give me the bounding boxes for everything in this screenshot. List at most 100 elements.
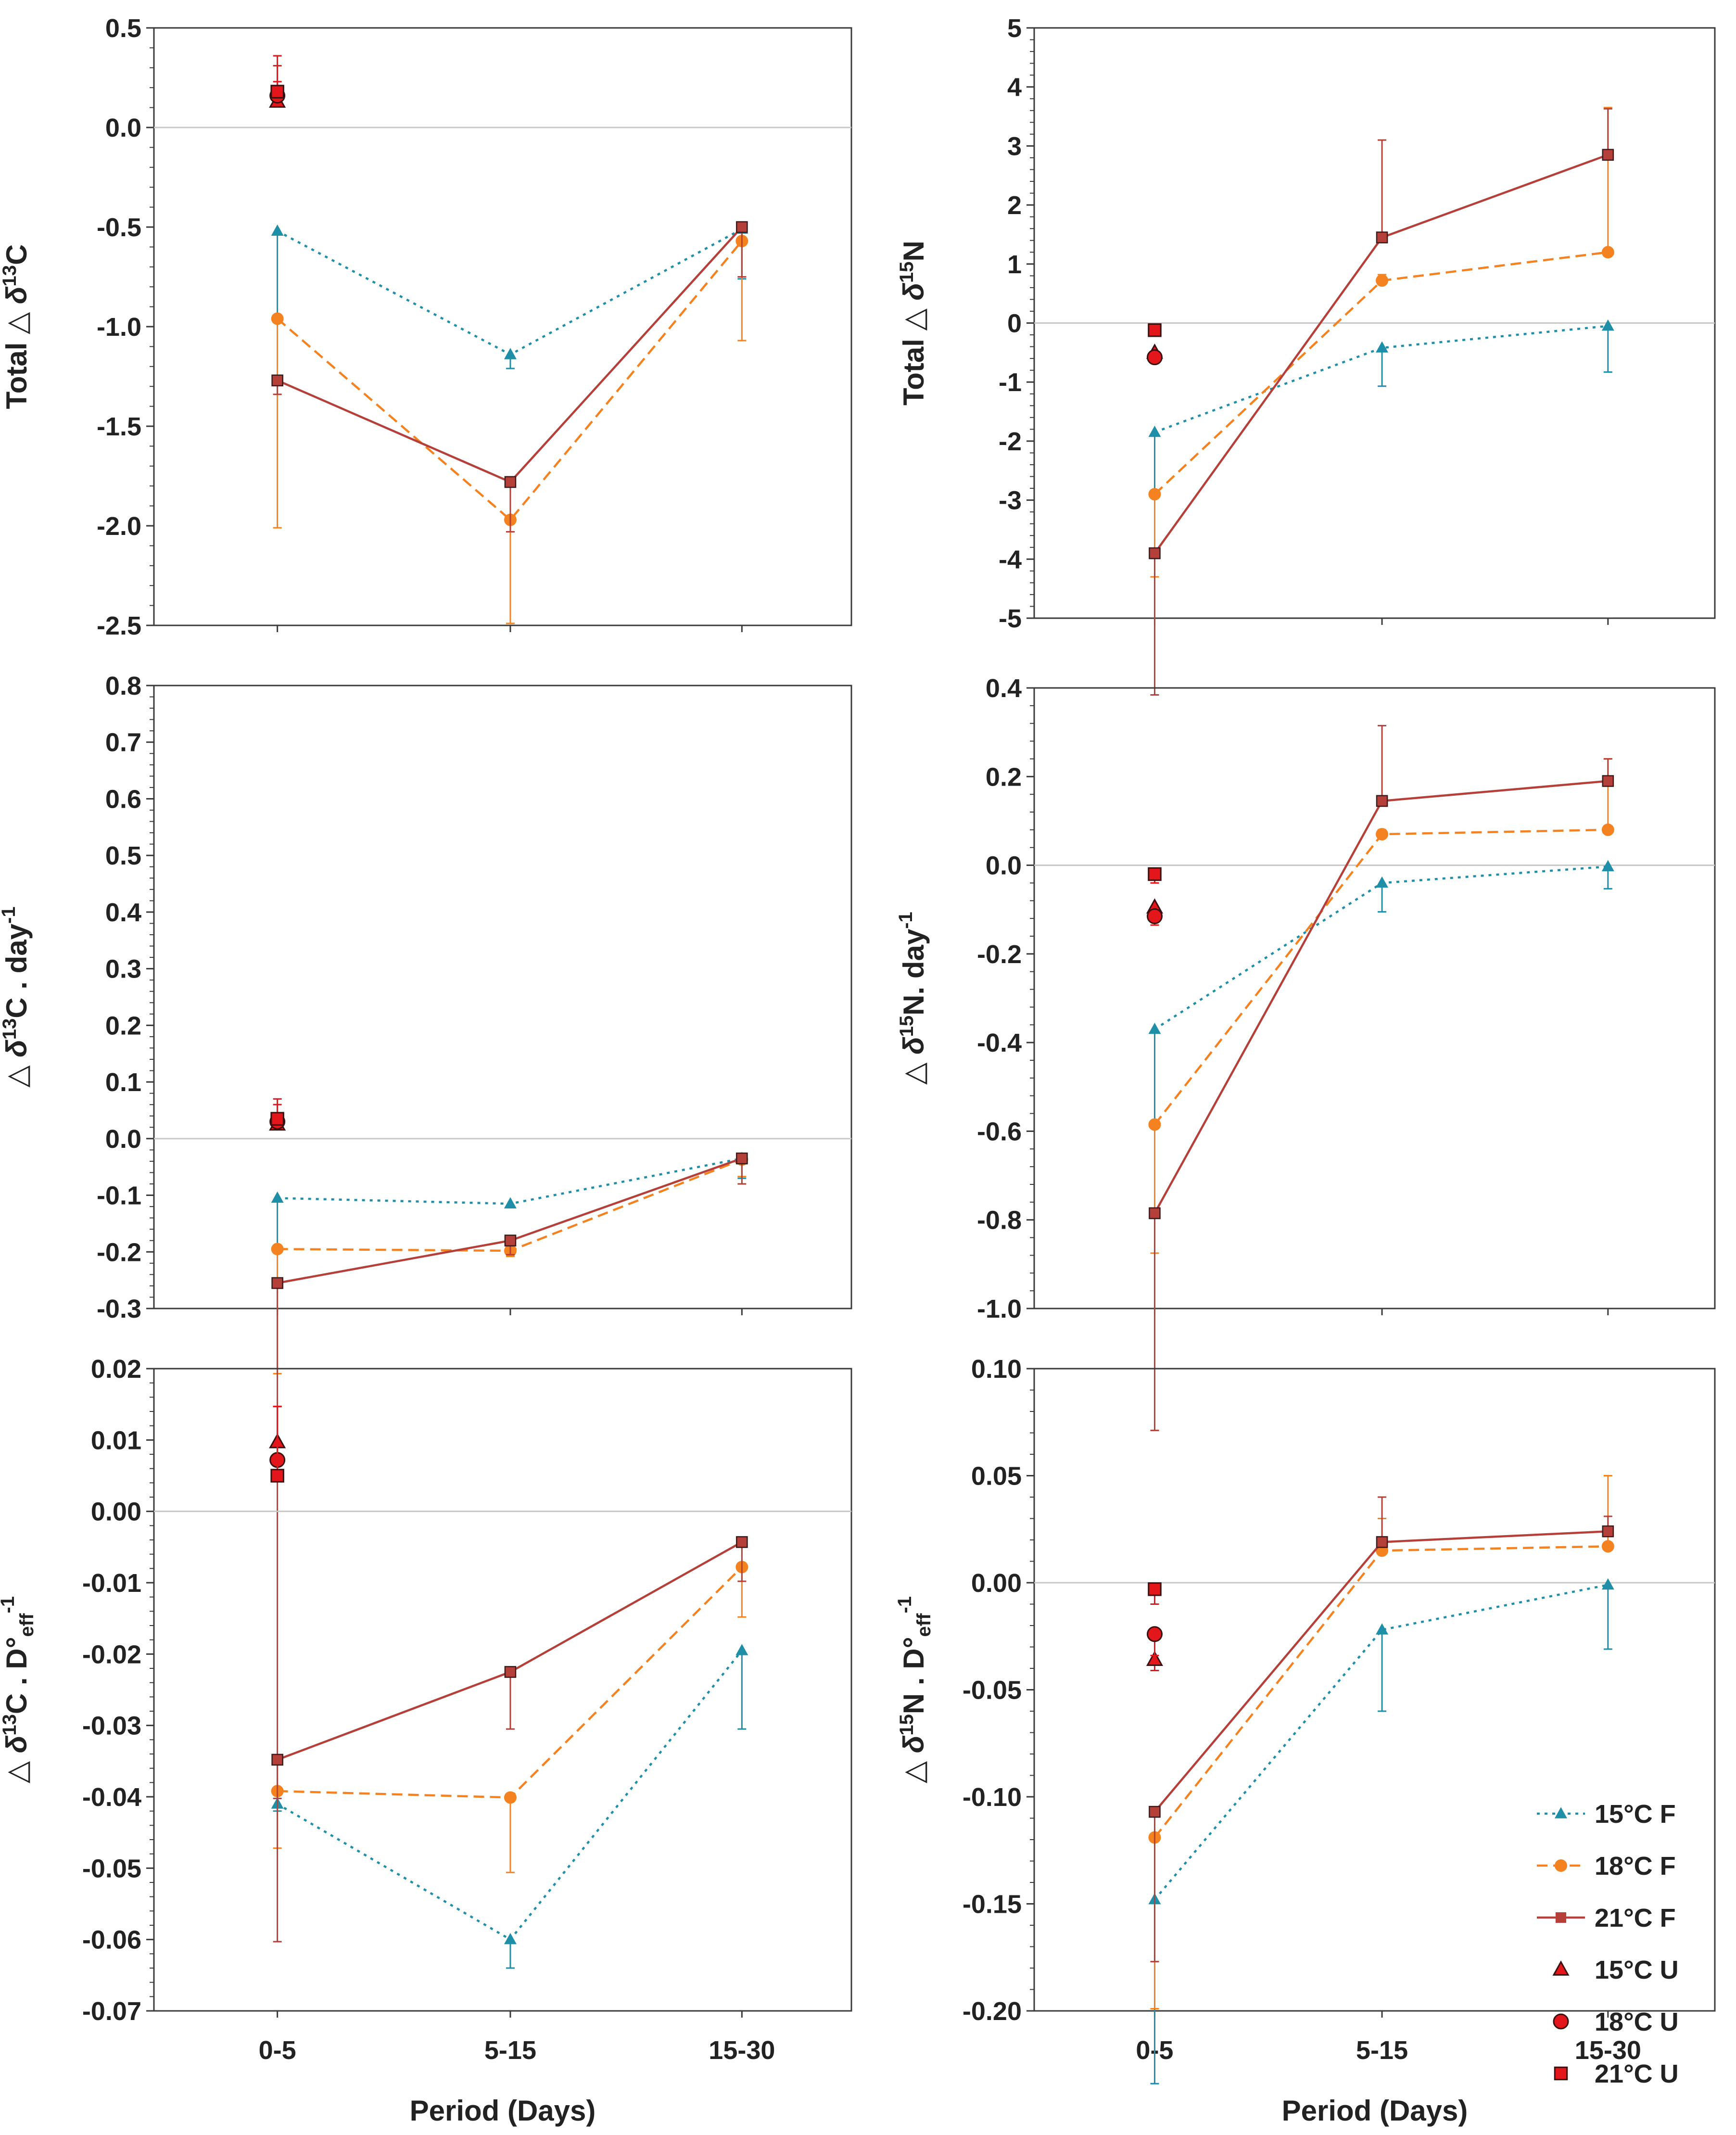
data-point-15F	[1376, 876, 1389, 888]
data-point-18F	[271, 1243, 284, 1256]
series-21U	[270, 1406, 284, 1483]
data-point-15F	[1601, 1578, 1614, 1590]
y-tick-label: -0.2	[97, 1238, 141, 1267]
data-point-21F	[1376, 1536, 1388, 1548]
y-tick-label: -0.3	[97, 1295, 141, 1323]
data-point-21U	[1148, 323, 1162, 337]
series-21U	[1148, 867, 1162, 884]
series-15F	[271, 1644, 748, 1969]
data-point-21F	[271, 1277, 283, 1289]
y-tick-label: -0.20	[963, 1997, 1022, 2026]
y-title-delta: δ	[0, 1040, 33, 1057]
plot-area-frame	[153, 685, 852, 1309]
y-title-suffix: N	[898, 241, 930, 261]
series-line-18F	[1153, 828, 1608, 1125]
y-tick-label: -0.10	[963, 1783, 1022, 1812]
legend-label-21F: 21°C F	[1595, 1904, 1676, 1932]
series-15U	[1146, 1651, 1164, 1671]
data-point-15F	[271, 224, 284, 236]
y-tick-label: -0.06	[82, 1926, 141, 1955]
series-line-15F	[277, 228, 743, 356]
y-tick-label: -0.01	[82, 1569, 141, 1598]
y-title-isotope-sup: 13	[0, 265, 20, 287]
y-tick-label: -0.4	[977, 1029, 1022, 1057]
series-15F	[1148, 860, 1614, 1126]
y-tick-label: -1	[999, 368, 1022, 397]
data-point-15F	[735, 1644, 748, 1655]
data-point-21F	[736, 221, 748, 233]
data-point-21U	[1148, 1582, 1162, 1596]
data-point-21F	[1376, 795, 1388, 807]
y-title-isotope-sup: 15	[896, 1016, 917, 1037]
y-tick-label: 0.0	[986, 851, 1022, 880]
y-tick-label: 0.1	[105, 1068, 141, 1097]
y-tick-label: 0.10	[971, 1355, 1022, 1384]
y-tick-label: -0.2	[977, 940, 1022, 969]
data-point-15F	[1601, 860, 1614, 872]
y-title-prefix: △	[898, 1753, 930, 1783]
series-18F	[271, 1153, 748, 1374]
data-point-21F	[1602, 775, 1614, 787]
y-tick-label: -2.0	[97, 512, 141, 541]
y-title-sub: eff	[16, 1613, 38, 1637]
series-21U	[270, 55, 284, 99]
y-title-suffix: N. day	[898, 928, 930, 1016]
y-tick-label: 0.01	[91, 1426, 141, 1455]
series-21F	[1149, 724, 1614, 1431]
y-tick-label: 0.02	[91, 1355, 141, 1384]
data-point-15F	[504, 1197, 517, 1208]
y-axis-title: △ δ13C . D°eff-1	[0, 1596, 38, 1783]
chart-n15-total: -5 -4 -3 -2 -1 0 1 2 3 4 5 Total △ δ15N	[896, 14, 1716, 696]
y-title-suffix: C . day	[0, 923, 33, 1018]
y-tick-label: 0.05	[971, 1462, 1022, 1491]
y-tick-label: -2.5	[97, 611, 141, 640]
y-tick-label: -1.0	[977, 1295, 1022, 1323]
data-point-21F	[1149, 547, 1161, 559]
y-tick-label: 0.00	[91, 1498, 141, 1526]
y-tick-label: -0.03	[82, 1712, 141, 1741]
y-tick-label: -3	[999, 486, 1022, 515]
y-title-exponent: -1	[0, 1596, 18, 1614]
data-point-21F	[504, 476, 517, 488]
x-tick-label: 15-30	[709, 2036, 775, 2065]
y-tick-label: 2	[1007, 191, 1022, 220]
y-tick-label: -0.02	[82, 1640, 141, 1669]
plot-area-frame	[153, 1368, 852, 2012]
legend-marker-21U	[1554, 2066, 1568, 2081]
y-axis-title: △ δ15N. day-1	[895, 912, 930, 1085]
legend: 15°C F 18°C F 21°C F 15°C U 18°C U 21°C …	[1537, 1800, 1679, 2088]
legend-marker-18U	[1553, 2013, 1569, 2030]
series-15F	[271, 1152, 748, 1250]
y-title-delta: δ	[898, 1735, 930, 1753]
y-title-isotope-sup: 13	[0, 1714, 20, 1736]
series-line-15F	[1154, 325, 1609, 433]
series-21F	[271, 221, 748, 533]
x-axis-title-right: Period (Days)	[1282, 2095, 1468, 2127]
series-18U	[1146, 1626, 1163, 1656]
data-point-18F	[504, 1791, 517, 1804]
y-tick-label: -0.1	[97, 1182, 141, 1210]
legend-label-21U: 21°C U	[1595, 2059, 1679, 2088]
data-point-21F	[271, 374, 283, 387]
series-line-21F	[1153, 780, 1609, 1214]
chart-c13-deff: -0.07 -0.06 -0.05 -0.04 -0.03 -0.02 -0.01 0.00 0…	[0, 1355, 852, 2065]
legend-item-21U: 21°C U	[1554, 2059, 1679, 2088]
legend-marker-21F	[1555, 1912, 1567, 1923]
y-title-sub: eff	[913, 1613, 935, 1637]
data-point-18F	[1376, 828, 1389, 841]
series-18U	[1146, 349, 1163, 366]
y-title-suffix: N . D°	[898, 1637, 930, 1714]
y-tick-label: 0.4	[986, 674, 1022, 703]
series-line-15F	[277, 1157, 742, 1205]
chart-c13-day: -0.3 -0.2 -0.1 0.0 0.1 0.2 0.3 0.4 0.5 0.6 0.7 0.8 △…	[0, 672, 852, 1799]
chart-n15-day: -1.0 -0.8 -0.6 -0.4 -0.2 0.0 0.2 0.4 △ δ15N. day…	[895, 674, 1716, 1431]
y-title-isotope-sup: 15	[896, 261, 917, 283]
series-15F	[271, 222, 748, 369]
y-axis-title: Total △ δ13C	[0, 244, 33, 409]
plot-area-frame	[1033, 687, 1716, 1309]
data-point-15F	[271, 1191, 284, 1203]
series-line-21F	[277, 1157, 743, 1284]
legend-item-15U: 15°C U	[1552, 1956, 1679, 1984]
data-point-18U	[1146, 1626, 1163, 1642]
